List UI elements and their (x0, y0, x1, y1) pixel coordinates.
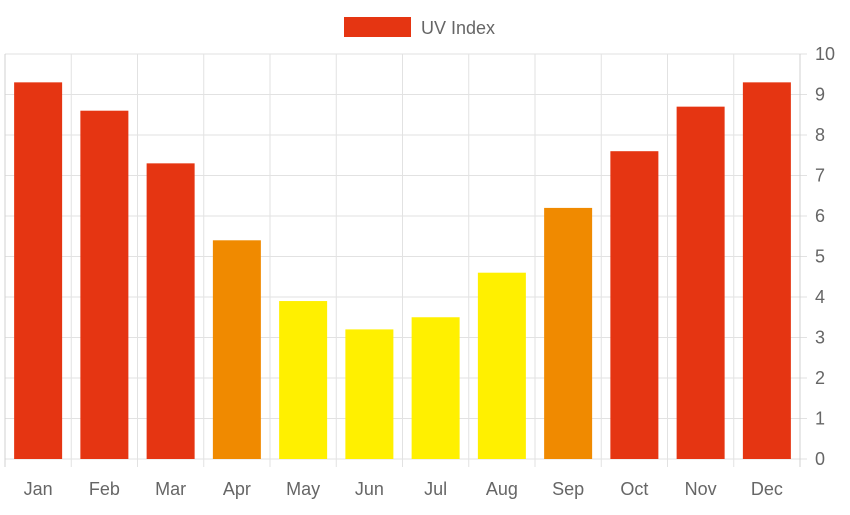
legend-swatch (344, 17, 411, 37)
y-tick-label-6: 6 (815, 206, 825, 226)
x-tick-label-jul: Jul (424, 479, 447, 499)
bar-sep[interactable] (544, 207, 593, 459)
x-tick-label-mar: Mar (155, 479, 186, 499)
bar-dec[interactable] (742, 82, 791, 459)
y-tick-label-0: 0 (815, 449, 825, 469)
bar-feb[interactable] (80, 110, 129, 459)
y-tick-label-2: 2 (815, 368, 825, 388)
y-tick-label-4: 4 (815, 287, 825, 307)
x-tick-label-apr: Apr (223, 479, 251, 499)
x-tick-label-nov: Nov (685, 479, 717, 499)
y-tick-label-1: 1 (815, 409, 825, 429)
grid (4, 53, 807, 467)
x-tick-label-may: May (286, 479, 320, 499)
y-tick-label-3: 3 (815, 328, 825, 348)
x-tick-label-dec: Dec (751, 479, 783, 499)
bars (14, 82, 791, 460)
bar-nov[interactable] (676, 106, 725, 460)
bar-may[interactable] (279, 301, 328, 459)
bar-oct[interactable] (610, 151, 659, 459)
legend[interactable]: UV Index (344, 17, 495, 38)
bar-jul[interactable] (411, 317, 460, 459)
x-tick-label-sep: Sep (552, 479, 584, 499)
x-tick-label-jan: Jan (24, 479, 53, 499)
legend-label: UV Index (421, 18, 495, 38)
y-tick-label-8: 8 (815, 125, 825, 145)
bar-jun[interactable] (345, 329, 394, 459)
x-tick-label-jun: Jun (355, 479, 384, 499)
y-tick-label-10: 10 (815, 44, 835, 64)
x-tick-label-feb: Feb (89, 479, 120, 499)
y-axis-tick-labels: 0 1 2 3 4 5 6 7 8 9 10 (815, 44, 835, 469)
bar-mar[interactable] (146, 163, 195, 459)
y-tick-label-9: 9 (815, 85, 825, 105)
x-tick-label-aug: Aug (486, 479, 518, 499)
bar-aug[interactable] (477, 272, 526, 459)
y-tick-label-5: 5 (815, 247, 825, 267)
x-axis-tick-labels: Jan Feb Mar Apr May Jun Jul Aug Sep Oct Nov Dec (24, 479, 783, 499)
bar-apr[interactable] (212, 240, 261, 459)
y-tick-label-7: 7 (815, 166, 825, 186)
x-tick-label-oct: Oct (620, 479, 648, 499)
bar-jan[interactable] (14, 82, 63, 459)
